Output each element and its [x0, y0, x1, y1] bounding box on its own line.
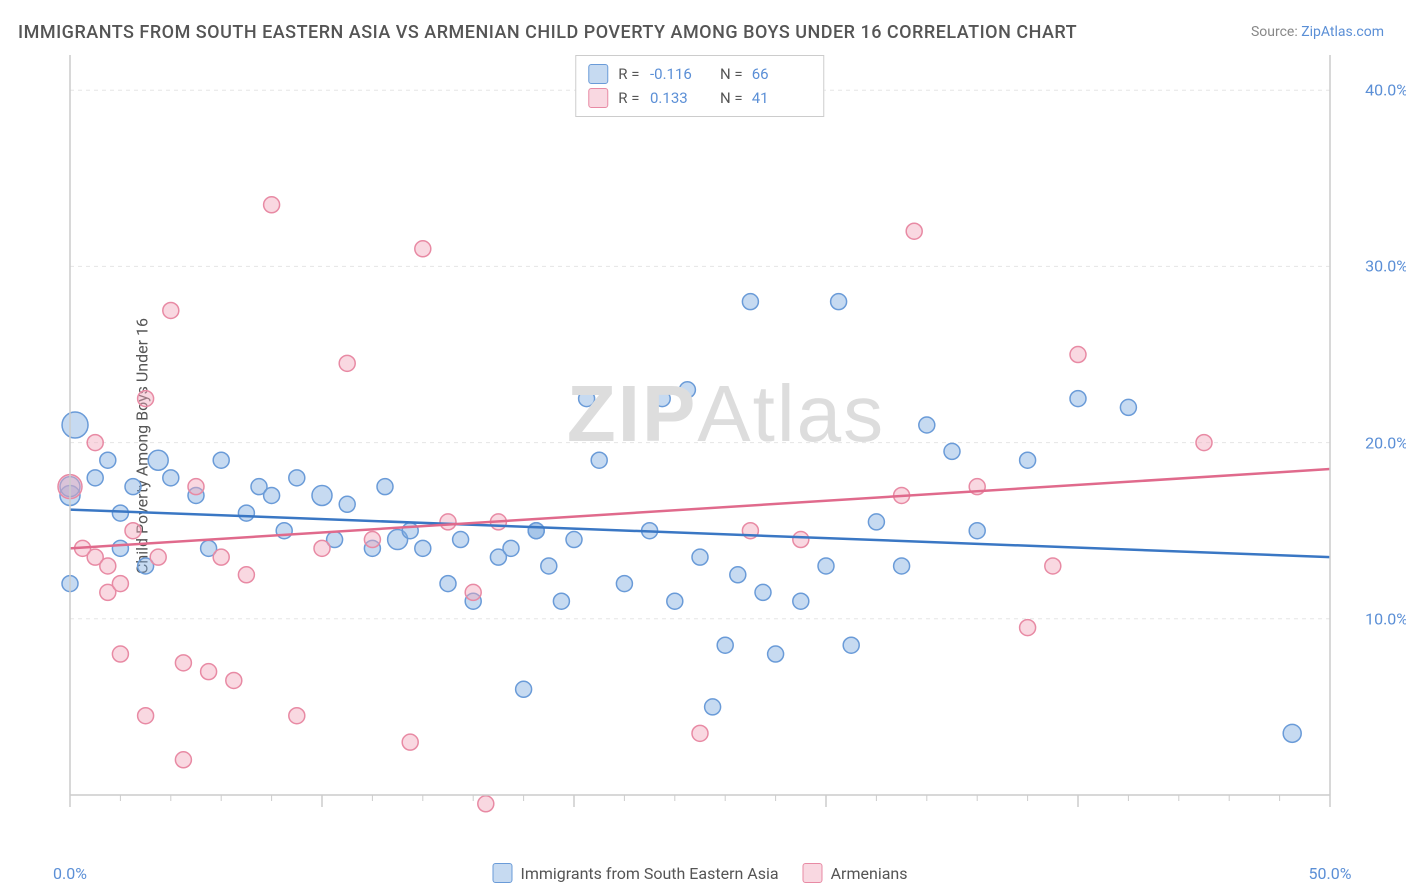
legend-row-immigrants: R = -0.116 N = 66: [588, 62, 811, 86]
legend-label: Immigrants from South Eastern Asia: [520, 864, 778, 883]
y-tick-label: 30.0%: [1365, 257, 1406, 276]
source-link[interactable]: ZipAtlas.com: [1301, 24, 1384, 40]
axes: [70, 55, 1330, 795]
legend-label: Armenians: [831, 864, 908, 883]
source-attribution: Source: ZipAtlas.com: [1251, 24, 1384, 40]
legend-row-armenians: R = 0.133 N = 41: [588, 86, 811, 110]
swatch-icon: [588, 88, 608, 108]
scatter-points: [58, 197, 1301, 812]
swatch-icon: [803, 863, 823, 883]
plot-container: ZIPAtlas R = -0.116 N = 66 R = 0.133 N =…: [50, 55, 1350, 835]
series-legend: Immigrants from South Eastern Asia Armen…: [492, 863, 907, 883]
chart-svg: [50, 55, 1350, 835]
x-tick-label: 0.0%: [53, 864, 87, 883]
swatch-icon: [588, 64, 608, 84]
chart-title: IMMIGRANTS FROM SOUTH EASTERN ASIA VS AR…: [18, 22, 1077, 43]
r-value: -0.116: [650, 62, 710, 86]
source-prefix: Source:: [1251, 24, 1301, 40]
correlation-legend: R = -0.116 N = 66 R = 0.133 N = 41: [575, 55, 824, 117]
swatch-icon: [492, 863, 512, 883]
y-tick-label: 20.0%: [1365, 433, 1406, 452]
n-value: 41: [752, 86, 812, 110]
r-value: 0.133: [650, 86, 710, 110]
x-tick-label: 50.0%: [1309, 864, 1352, 883]
y-tick-label: 10.0%: [1365, 609, 1406, 628]
y-tick-label: 40.0%: [1365, 81, 1406, 100]
grid-lines: [70, 90, 1330, 619]
legend-item-armenians: Armenians: [803, 863, 908, 883]
legend-item-immigrants: Immigrants from South Eastern Asia: [492, 863, 778, 883]
n-value: 66: [752, 62, 812, 86]
tick-marks: [70, 795, 1330, 807]
